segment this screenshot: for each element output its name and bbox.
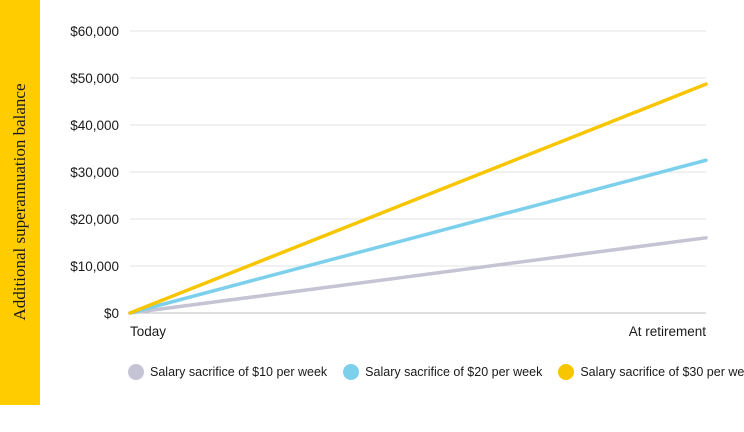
legend-label-10: Salary sacrifice of $10 per week — [150, 365, 328, 379]
series-line — [128, 236, 708, 315]
x-tick-labels: Today At retirement — [130, 324, 706, 339]
legend: Salary sacrifice of $10 per week Salary … — [128, 364, 744, 380]
y-tick-label: $40,000 — [70, 118, 119, 133]
legend-item-20: Salary sacrifice of $20 per week — [343, 364, 542, 380]
legend-label-30: Salary sacrifice of $30 per week — [580, 365, 744, 379]
gridlines — [130, 30, 706, 314]
legend-item-30: Salary sacrifice of $30 per week — [558, 364, 744, 380]
y-tick-label: $10,000 — [70, 259, 119, 274]
y-tick-label: $60,000 — [70, 24, 119, 39]
legend-swatch-30 — [558, 364, 575, 380]
y-axis-label-band: Additional superannuation balance — [0, 0, 40, 405]
y-tick-label: $50,000 — [70, 71, 119, 86]
legend-swatch-20 — [343, 364, 360, 380]
legend-label-20: Salary sacrifice of $20 per week — [365, 365, 543, 379]
legend-item-10: Salary sacrifice of $10 per week — [128, 364, 327, 380]
y-tick-label: $0 — [104, 306, 119, 321]
legend-swatch-10 — [128, 364, 144, 380]
x-tick-label: At retirement — [629, 324, 707, 339]
y-tick-label: $30,000 — [70, 165, 119, 180]
y-tick-label: $20,000 — [70, 212, 119, 227]
series-lines — [128, 82, 708, 315]
x-tick-label: Today — [130, 324, 166, 339]
y-tick-labels: $0 $10,000 $20,000 $30,000 $40,000 $50,000 $60… — [70, 24, 119, 321]
series-line — [128, 158, 708, 315]
series-line — [128, 82, 708, 315]
